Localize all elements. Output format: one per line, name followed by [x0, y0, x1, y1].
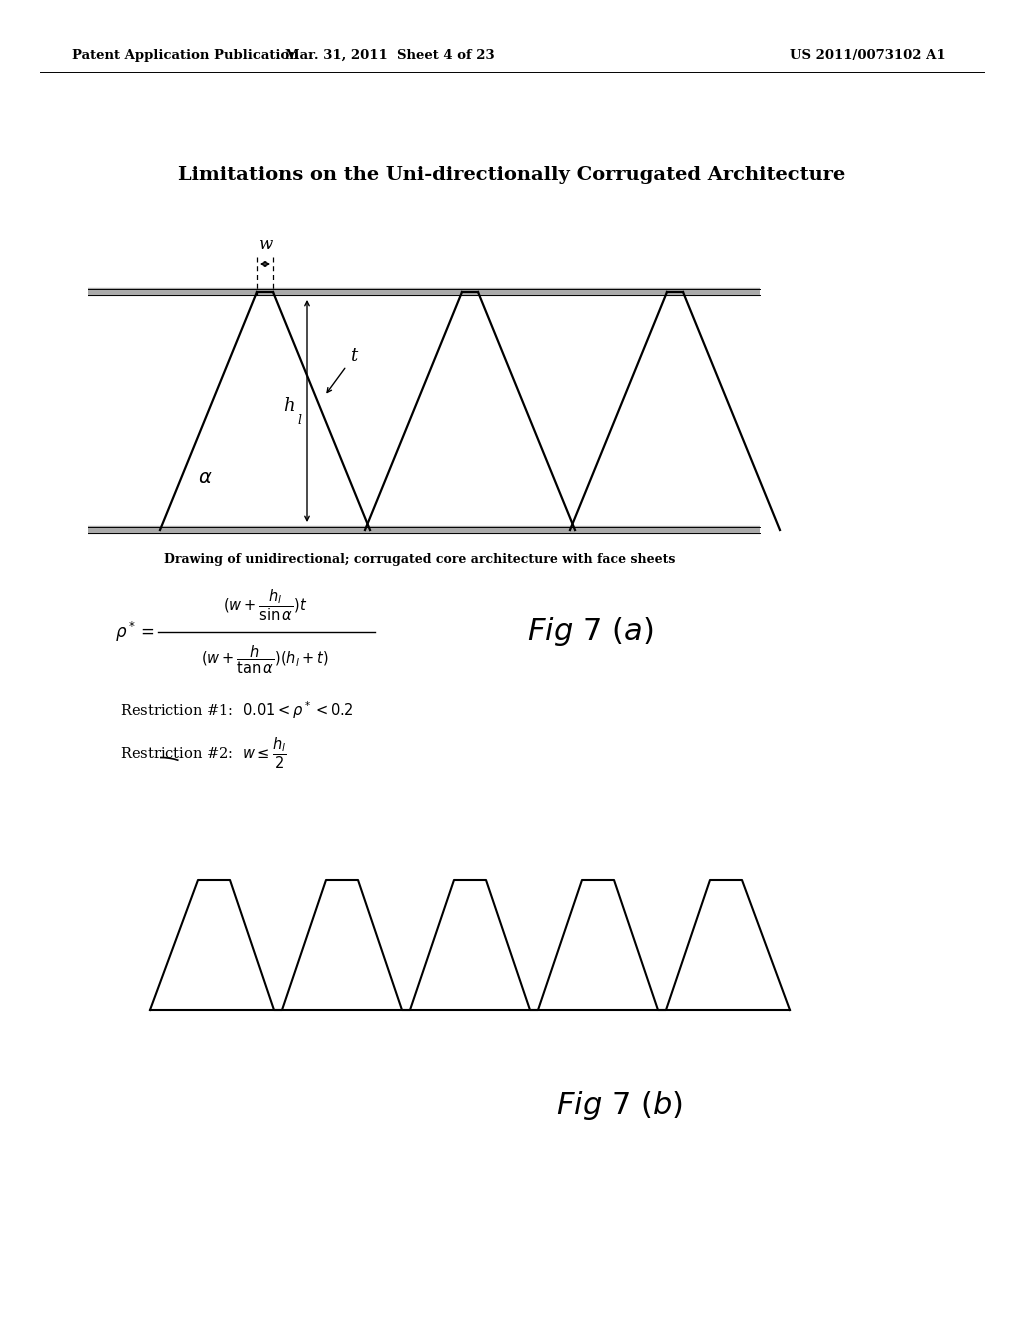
Text: Patent Application Publication: Patent Application Publication: [72, 49, 299, 62]
Text: Limitations on the Uni-directionally Corrugated Architecture: Limitations on the Uni-directionally Cor…: [178, 166, 846, 183]
Text: $(w+\dfrac{h_l}{\sin\alpha})t$: $(w+\dfrac{h_l}{\sin\alpha})t$: [223, 587, 307, 623]
Text: US 2011/0073102 A1: US 2011/0073102 A1: [790, 49, 945, 62]
Text: $\mathit{Fig}\ 7\ (b)$: $\mathit{Fig}\ 7\ (b)$: [556, 1089, 684, 1122]
Text: Restriction #2:  $w \leq \dfrac{h_l}{2}$: Restriction #2: $w \leq \dfrac{h_l}{2}$: [120, 735, 287, 771]
Text: $(w+\dfrac{h}{\tan\alpha})(h_l+t)$: $(w+\dfrac{h}{\tan\alpha})(h_l+t)$: [202, 644, 329, 676]
Text: $\rho^*=$: $\rho^*=$: [116, 620, 155, 644]
Text: l: l: [297, 414, 301, 428]
Text: Restriction #1:  $0.01 < \rho^* < 0.2$: Restriction #1: $0.01 < \rho^* < 0.2$: [120, 700, 353, 721]
Text: $\alpha$: $\alpha$: [198, 469, 212, 487]
Text: Drawing of unidirectional; corrugated core architecture with face sheets: Drawing of unidirectional; corrugated co…: [164, 553, 676, 566]
Text: h: h: [284, 397, 295, 414]
Text: Mar. 31, 2011  Sheet 4 of 23: Mar. 31, 2011 Sheet 4 of 23: [286, 49, 495, 62]
Text: $\mathit{Fig}\ 7\ (a)$: $\mathit{Fig}\ 7\ (a)$: [526, 615, 653, 648]
Text: w: w: [258, 236, 272, 253]
Text: t: t: [350, 347, 357, 366]
